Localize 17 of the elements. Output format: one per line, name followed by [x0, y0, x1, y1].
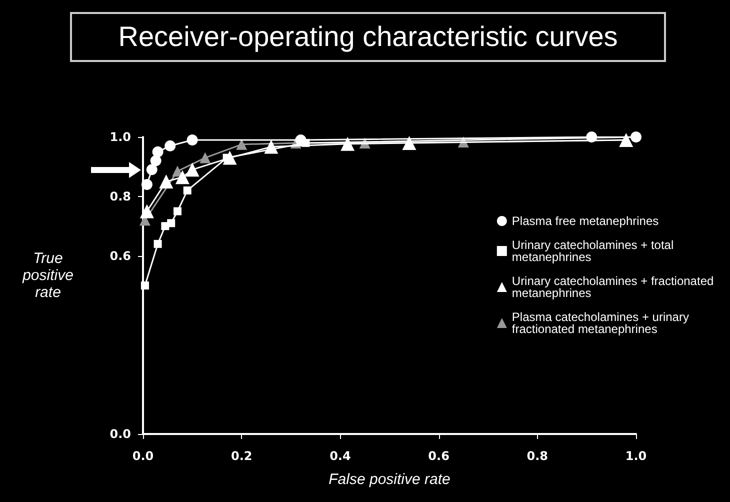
x-tick-label: 0.6 [428, 449, 450, 463]
y-tick-label: 1.0 [110, 130, 131, 144]
y-tick-label: 0.8 [110, 189, 131, 204]
chart-title: Receiver-operating characteristic curves [70, 12, 666, 62]
y-tick-label: 0.6 [110, 248, 131, 263]
x-tick-label: 0.0 [132, 449, 154, 463]
y-tick-label: 0.0 [110, 427, 131, 441]
legend-label: Plasma free metanephrines [512, 214, 659, 228]
x-tick-label: 0.2 [230, 449, 252, 463]
x-axis-title: False positive rate [328, 471, 450, 488]
legend-label: Plasma catecholamines + urinary fractionated metanephrines [512, 310, 692, 336]
x-tick-label: 1.0 [625, 449, 647, 463]
y-axis-title: True positive rate [21, 250, 74, 301]
x-tick-label: 0.4 [330, 449, 351, 463]
legend-label: Urinary catecholamines + fractionated metanephrines [512, 274, 718, 300]
x-tick-label: 0.8 [526, 449, 548, 463]
legend-label: Urinary catecholamines + total metanephrines [512, 238, 677, 264]
